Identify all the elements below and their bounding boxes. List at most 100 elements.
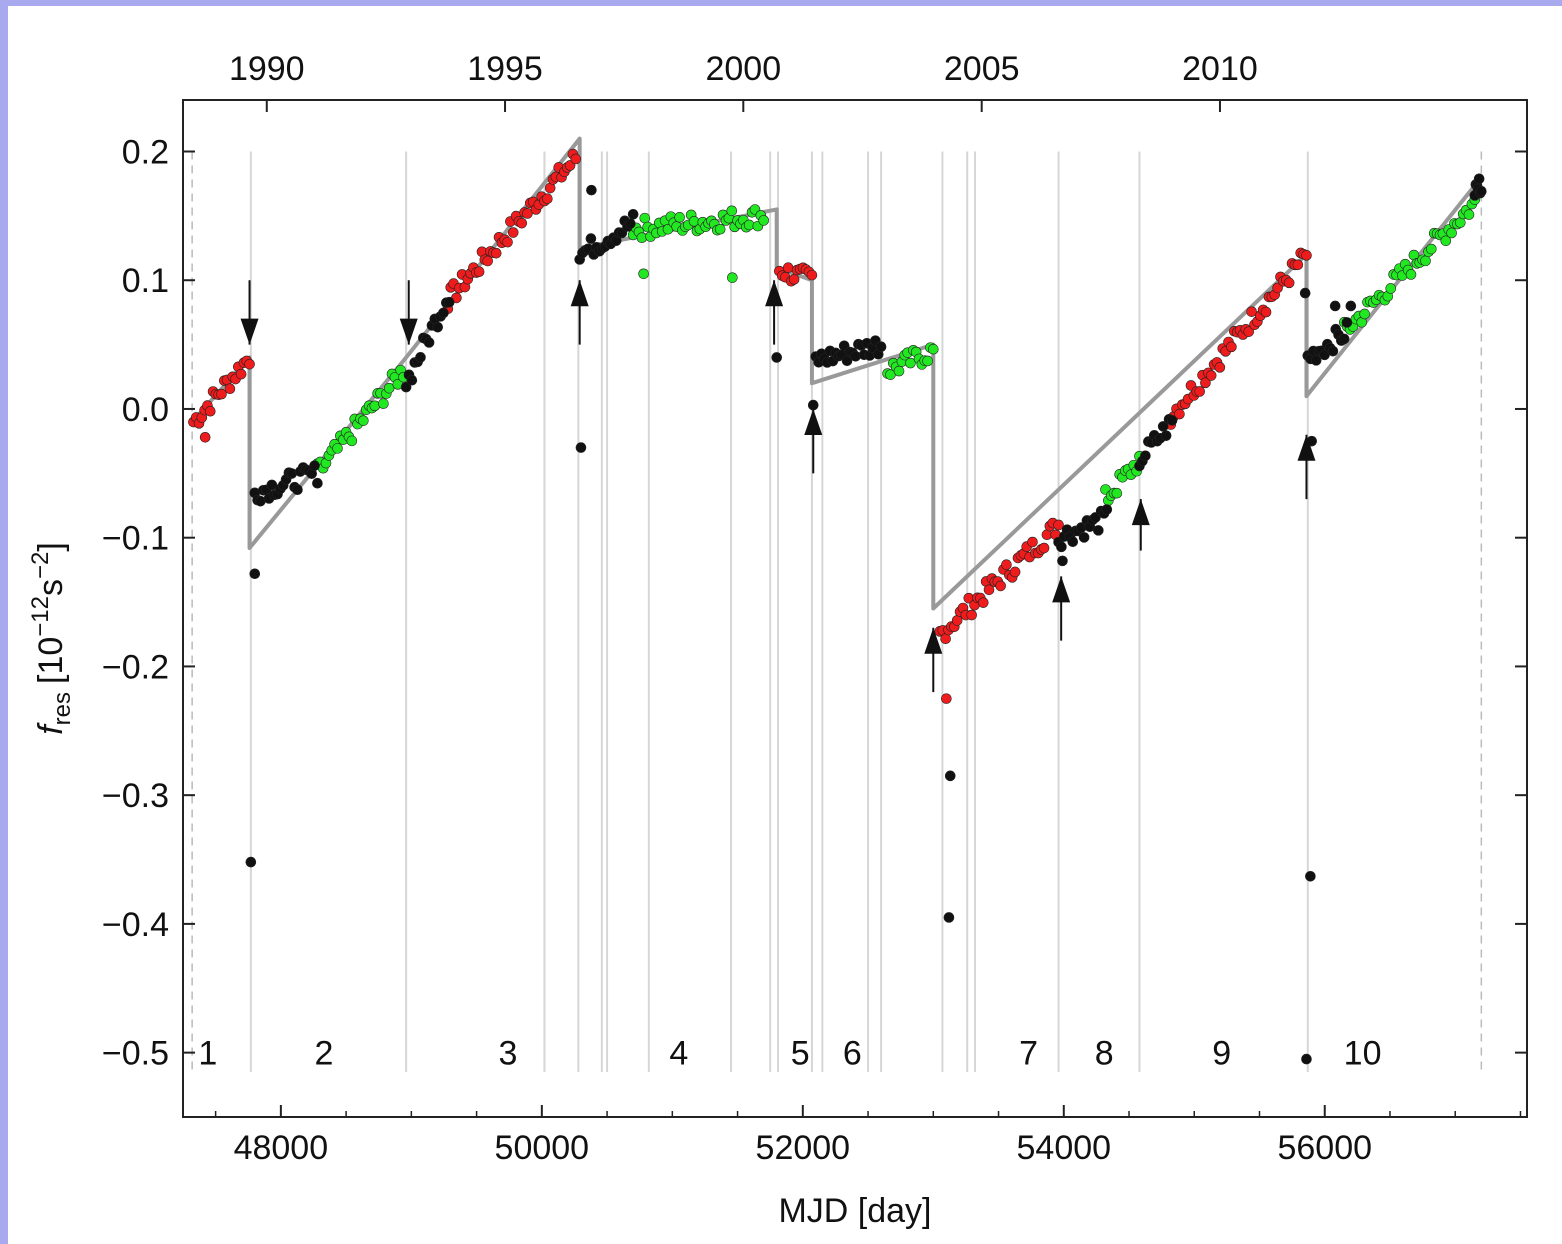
- green-data-point: [922, 355, 933, 367]
- segment-label: 9: [1212, 1035, 1231, 1073]
- segment-label: 10: [1344, 1035, 1382, 1073]
- green-data-point: [332, 443, 343, 454]
- segment-labels: 1 2 3 4 5 6 7 8 9 10: [198, 1035, 1381, 1073]
- black-outlier-point: [943, 912, 955, 923]
- green-data-point: [758, 215, 769, 226]
- red-data-point: [1205, 370, 1217, 381]
- red-data-point: [788, 274, 800, 285]
- green-data-point: [639, 212, 651, 224]
- red-data-point: [1246, 306, 1257, 317]
- glitch-arrow-head: [1297, 434, 1316, 461]
- green-data-point: [358, 415, 369, 426]
- red-data-point: [806, 269, 818, 281]
- black-outlier-point: [575, 442, 587, 453]
- black-data-point: [406, 374, 418, 386]
- glitch-arrow-head: [1131, 499, 1150, 526]
- red-data-point: [940, 633, 951, 645]
- green-data-point: [714, 223, 726, 235]
- top-tick-label: 1995: [467, 50, 543, 88]
- red-data-point: [1200, 377, 1211, 389]
- x-tick-label: 54000: [1017, 1129, 1112, 1167]
- x-tick-label: 48000: [234, 1129, 329, 1167]
- y-tick-label: −0.1: [102, 520, 169, 558]
- y-label-close: ]: [32, 542, 70, 551]
- green-data-point: [905, 357, 916, 369]
- red-data-point: [522, 208, 533, 219]
- green-outlier-point: [638, 268, 649, 280]
- glitch-arrow-head: [924, 627, 943, 654]
- black-data-point: [1160, 430, 1172, 441]
- red-data-point: [244, 358, 255, 370]
- black-outlier-point: [586, 184, 597, 196]
- red-data-point: [1194, 386, 1205, 397]
- y-tick-label: −0.5: [102, 1035, 169, 1073]
- green-data-point: [1440, 235, 1452, 247]
- red-data-point: [473, 266, 485, 278]
- glitch-arrow-head: [570, 280, 589, 307]
- glitch-arrow-head: [804, 408, 823, 435]
- segment-label: 6: [843, 1035, 862, 1073]
- black-data-point: [1327, 345, 1339, 357]
- red-data-point: [1243, 326, 1255, 337]
- black-data-point: [1056, 541, 1067, 553]
- green-data-point: [378, 398, 389, 409]
- red-data-point: [507, 227, 519, 238]
- green-data-point: [893, 365, 905, 377]
- y-label-exponent-2: −2: [27, 552, 54, 579]
- red-data-point: [1226, 341, 1237, 353]
- red-data-point: [1038, 542, 1050, 554]
- red-data-point: [216, 388, 227, 400]
- red-data-point: [1283, 277, 1295, 289]
- black-data-point: [1338, 333, 1350, 345]
- red-data-point: [983, 584, 995, 596]
- model-line: [190, 136, 1483, 611]
- top-tick-label: 1990: [229, 50, 305, 88]
- black-outlier-point: [1345, 300, 1357, 312]
- black-outlier-point: [807, 399, 819, 411]
- figure-panel: [8, 6, 1562, 1244]
- black-data-point: [625, 218, 636, 229]
- black-outlier-point: [771, 352, 783, 363]
- red-data-point: [542, 193, 553, 205]
- black-outlier-point: [944, 770, 956, 782]
- top-tick-label: 2010: [1182, 50, 1258, 88]
- green-data-point: [927, 343, 939, 355]
- green-data-point: [1426, 243, 1437, 255]
- green-data-point: [726, 205, 738, 217]
- black-outlier-point: [245, 856, 257, 868]
- black-data-point: [312, 477, 323, 489]
- red-data-point: [977, 597, 989, 608]
- green-data-point: [1385, 283, 1397, 294]
- black-data-point: [627, 208, 639, 220]
- black-data-point: [1093, 525, 1104, 536]
- black-outlier-point: [1057, 555, 1068, 567]
- y-label-exponent: −12: [27, 596, 54, 637]
- segment-label: 7: [1019, 1035, 1038, 1073]
- y-tick-label: 0.0: [122, 391, 169, 429]
- y-label-unit-s: s: [32, 579, 70, 596]
- glitch-arrow-head: [240, 318, 259, 345]
- segment-label: 2: [314, 1035, 333, 1073]
- black-data-point: [292, 484, 303, 496]
- green-data-point: [674, 212, 685, 223]
- black-data-point: [309, 460, 320, 471]
- black-data-point: [400, 381, 412, 393]
- black-data-point: [1476, 185, 1487, 197]
- red-outlier-point: [941, 693, 952, 704]
- x-tick-label: 52000: [756, 1129, 851, 1167]
- black-data-point: [423, 337, 435, 348]
- black-data-point: [875, 341, 887, 353]
- black-data-point: [1166, 415, 1178, 426]
- green-data-point: [1405, 269, 1417, 280]
- red-data-point: [966, 609, 977, 621]
- black-data-point: [415, 352, 426, 363]
- y-label-unit: [10: [32, 637, 70, 684]
- y-tick-label: −0.2: [102, 648, 169, 686]
- segment-label: 5: [791, 1035, 810, 1073]
- data-points: [188, 148, 1487, 1065]
- red-data-point: [1009, 566, 1021, 578]
- x-tick-label: 50000: [495, 1129, 590, 1167]
- black-data-point: [1067, 536, 1079, 548]
- red-data-point: [782, 262, 794, 274]
- red-data-point: [490, 247, 502, 259]
